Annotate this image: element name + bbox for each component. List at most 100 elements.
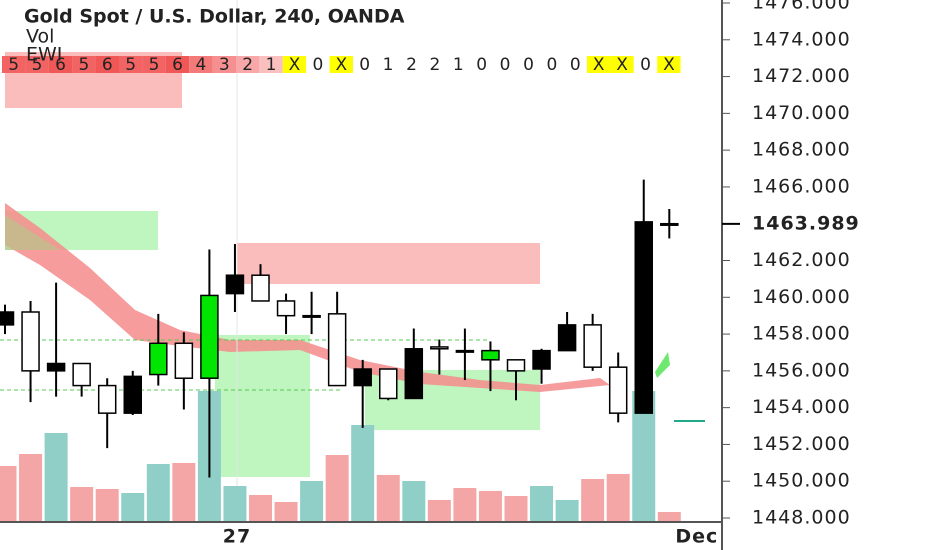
y-tick-label: 1460.000 [752,286,851,308]
ewi-cell [610,56,634,73]
volume-bar [70,487,94,522]
ewi-value: 2 [406,55,417,75]
y-tick-label: 1452.000 [752,433,851,455]
ewi-cell [329,56,353,73]
ewi-value: 1 [383,55,394,75]
candle-body [97,384,117,414]
chart-title: Gold Spot / U.S. Dollar, 240, OANDA [24,6,405,28]
ewi-cell [2,56,26,73]
volume-bar [95,489,119,522]
ewi-value: 1 [453,55,464,75]
volume-bar [249,495,272,522]
ewi-value: 5 [125,55,136,75]
zone [215,335,310,477]
candle-body [557,324,577,352]
volume-bar [44,433,68,522]
ewi-value: 0 [359,55,370,75]
ewi-value: 0 [546,55,557,75]
volume-bar [0,466,17,522]
y-tick-label: 1456.000 [752,359,851,381]
candle-body [276,300,296,317]
candle-body [608,366,628,414]
ewi-value: 5 [32,55,43,75]
ewi-cell [282,56,307,73]
ewi-cell [48,56,73,73]
ewi-value: X [593,55,605,75]
ewi-cell [587,56,611,73]
ewi-value: 6 [102,55,113,75]
ewi-cell [165,56,190,73]
x-tick-label: 27 [223,526,251,548]
volume-bar [300,481,324,522]
candle-body [149,342,168,376]
volume-bar [351,425,375,522]
volume-bar [657,512,681,522]
candle-body [174,342,194,379]
ewi-cell [95,56,119,73]
volume-bar [632,391,656,522]
ewi-value: 0 [523,55,534,75]
ewi-cell [259,56,283,73]
candle-body [379,368,398,400]
y-tick-label: 1462.000 [752,249,851,271]
y-tick-label: 1474.000 [752,28,851,50]
candle-body [532,349,551,370]
candle-body [21,311,40,372]
volume-bar [453,488,477,522]
candle-body [200,294,219,379]
ewi-cell [563,56,587,73]
ewi-value: 6 [172,55,183,75]
ewi-value: 5 [78,55,89,75]
ewi-value: X [616,55,628,75]
volume-layer [0,391,681,522]
volume-bar [555,500,579,522]
candle-body [583,324,602,368]
candle-body [404,348,424,400]
ewi-value: 0 [500,55,511,75]
ewi-value: 0 [476,55,487,75]
ewi-cell [72,56,96,73]
volume-bar [504,496,528,522]
ewi-value: 0 [570,55,581,75]
volume-bar [121,493,145,522]
volume-bar [530,486,554,522]
volume-bar [478,491,502,522]
last-price-box [723,211,932,236]
ewi-cell [470,56,494,73]
candle-layer [0,179,679,478]
ewi-value: 3 [219,55,230,75]
ewi-cell [353,56,377,73]
ewi-value: X [289,55,301,75]
zone [237,243,540,284]
ewi-cell [212,56,236,73]
volume-bar [19,454,43,522]
ewi-cell [633,56,658,73]
ewi-value: 0 [312,55,323,75]
last-price-label: 1463.989 [752,212,860,234]
candle-body [46,362,66,372]
ewi-value: 0 [640,55,651,75]
candle-body [225,274,245,295]
ewi-cell [657,56,681,73]
volume-bar [172,463,196,522]
ewi-cell [493,56,517,73]
candle-body [0,311,15,326]
y-tick-label: 1450.000 [752,470,851,492]
y-tick-label: 1458.000 [752,323,851,345]
volume-bar [325,455,349,522]
candle-body [327,313,347,387]
ewi-value: 4 [195,55,206,75]
candle-body [302,314,321,318]
ewi-cell [119,56,143,73]
ewi-label: EWI [26,44,62,66]
ewi-value: 2 [242,55,253,75]
ewi-value: 6 [55,55,66,75]
ma-ribbon [5,215,60,250]
candle-body [660,222,679,226]
y-tick-label: 1472.000 [752,65,851,87]
ewi-cell [142,56,166,73]
ewi-cell [399,56,424,73]
ewi-value: 5 [8,55,19,75]
